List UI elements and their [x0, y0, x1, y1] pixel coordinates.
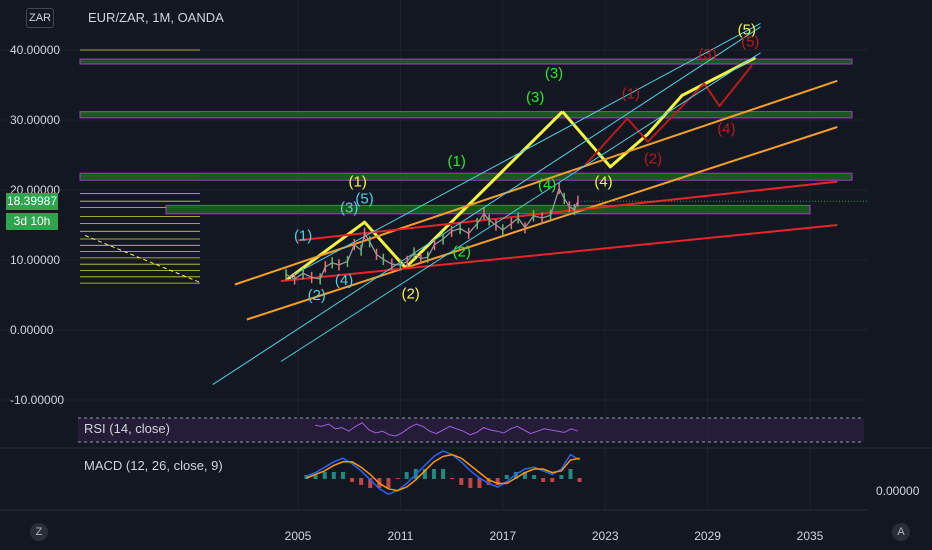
zone-38: [79, 58, 853, 65]
wave-label-4: (4): [538, 176, 556, 193]
macd-hist-24: [522, 472, 527, 479]
zone-22: [79, 172, 853, 181]
rsi-line: [315, 422, 579, 437]
wave-label-6: (1): [349, 174, 367, 191]
x-tick-2035: 2035: [797, 529, 824, 543]
signal-line: [306, 453, 580, 492]
y-tick--10.00000: -10.00000: [10, 393, 64, 407]
y-tick-40.00000: 40.00000: [10, 43, 60, 57]
macd-hist-16: [450, 478, 455, 479]
red-upper: [297, 180, 838, 242]
macd-hist-13: [422, 469, 427, 479]
x-tick-2005: 2005: [285, 529, 312, 543]
macd-hist-5: [350, 478, 355, 482]
wave-label-18: (5): [741, 34, 759, 51]
wave-label-9: (3): [340, 199, 358, 216]
macd-hist-6: [359, 478, 364, 485]
y-tick-30.00000: 30.00000: [10, 113, 60, 127]
rsi-label[interactable]: RSI (14, close): [84, 421, 170, 436]
macd-hist-22: [504, 475, 509, 479]
symbol-title: EUR/ZAR, 1M, OANDA: [88, 10, 224, 25]
wave-label-10: (5): [355, 190, 373, 207]
cyan-lower: [289, 22, 761, 278]
wave-label-1: (3): [545, 65, 563, 82]
cyan-mid: [280, 52, 761, 362]
macd-hist-10: [395, 478, 400, 479]
x-tick-2029: 2029: [694, 529, 721, 543]
x-tick-2023: 2023: [592, 529, 619, 543]
macd-line: [306, 450, 580, 496]
horizontal-zones: [79, 58, 853, 215]
fib-dashed-line: [84, 235, 201, 283]
wave-label-5: (2): [453, 244, 471, 261]
macd-hist-7: [368, 478, 373, 488]
price-series: [285, 183, 868, 285]
countdown-badge: 3d 10h: [6, 213, 58, 230]
macd-hist-14: [431, 469, 436, 479]
wave-label-7: (2): [401, 286, 419, 303]
macd-hist-23: [513, 472, 518, 479]
macd-hist-26: [541, 478, 546, 482]
wave-label-13: (4): [335, 272, 353, 289]
wave-label-12: (2): [308, 287, 326, 304]
x-tick-2017: 2017: [489, 529, 516, 543]
macd-hist-11: [404, 472, 409, 479]
macd-hist-1: [313, 475, 318, 479]
wave-label-0: (5): [738, 22, 756, 39]
current-price-badge: 18.39987: [6, 193, 58, 210]
yellow-path-past: [285, 110, 564, 282]
y-tick-0.00000: 0.00000: [10, 323, 54, 337]
macd-hist-19: [477, 478, 482, 488]
yellow-path-future: [561, 56, 757, 169]
macd-hist-21: [495, 478, 500, 485]
y-tick-10.00000: 10.00000: [10, 253, 60, 267]
wave-label-15: (2): [644, 150, 662, 167]
indicator-panes: [0, 417, 932, 496]
wave-label-16: (3): [698, 46, 716, 63]
rsi-pane-bg: [78, 418, 864, 442]
x-tick-2011: 2011: [387, 529, 413, 543]
macd-hist-27: [550, 478, 555, 482]
macd-axis-value: 0.00000: [876, 484, 920, 498]
macd-hist-0: [304, 475, 309, 479]
macd-hist-3: [331, 472, 336, 479]
wave-label-11: (1): [294, 227, 312, 244]
zone-17: [165, 204, 811, 215]
macd-hist-18: [468, 478, 473, 488]
auto-scale-icon[interactable]: A: [892, 523, 910, 541]
macd-label[interactable]: MACD (12, 26, close, 9): [84, 458, 223, 473]
cyan-upper: [212, 26, 761, 386]
fib-levels: [80, 49, 201, 284]
wave-label-3: (1): [448, 153, 466, 170]
darkred-projection: [583, 64, 753, 167]
macd-hist-25: [532, 475, 537, 479]
wave-labels: (5)(3)(3)(1)(4)(2)(1)(2)(4)(3)(5)(1)(2)(…: [294, 22, 759, 304]
macd-hist-28: [559, 475, 564, 479]
macd-hist-15: [441, 469, 446, 479]
wave-label-8: (4): [594, 174, 612, 191]
wave-label-17: (4): [717, 120, 735, 137]
y-axis: 40.0000030.0000020.0000010.000000.00000-…: [10, 43, 64, 407]
price-line: [285, 186, 579, 280]
macd-hist-30: [577, 478, 582, 482]
macd-hist-9: [386, 478, 391, 488]
macd-hist-17: [459, 478, 464, 485]
currency-button[interactable]: ZAR: [26, 8, 54, 28]
zone-31: [79, 111, 853, 119]
macd-hist-20: [486, 478, 491, 485]
wave-label-14: (1): [622, 85, 640, 102]
x-axis: 2005 2011 2017 2023 2029 2035: [0, 509, 868, 543]
orange-upper: [234, 79, 838, 286]
wave-label-2: (3): [526, 89, 544, 106]
timezone-icon[interactable]: Z: [30, 523, 48, 541]
macd-hist-29: [568, 469, 573, 479]
macd-hist-4: [340, 472, 345, 479]
red-lower: [280, 224, 838, 282]
macd-hist-2: [322, 472, 327, 479]
